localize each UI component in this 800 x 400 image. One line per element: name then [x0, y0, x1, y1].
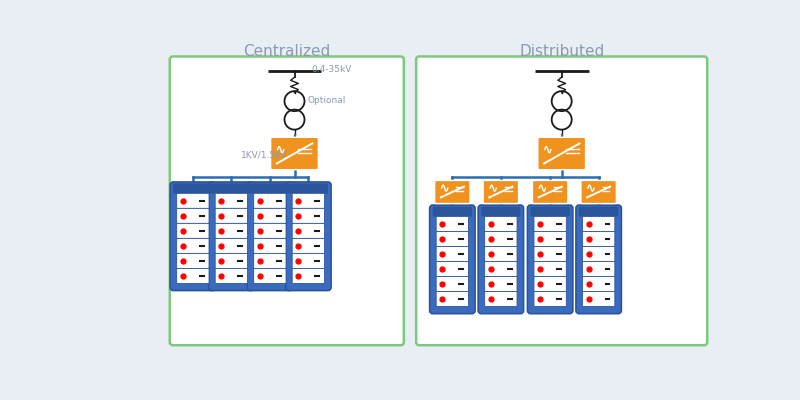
FancyBboxPatch shape [177, 253, 209, 268]
FancyBboxPatch shape [538, 137, 586, 170]
FancyBboxPatch shape [581, 180, 616, 204]
FancyBboxPatch shape [485, 276, 517, 292]
FancyBboxPatch shape [582, 262, 615, 276]
FancyBboxPatch shape [247, 182, 293, 290]
FancyBboxPatch shape [170, 56, 404, 345]
Text: 1KV/1.5KV: 1KV/1.5KV [241, 150, 288, 160]
FancyBboxPatch shape [579, 207, 618, 217]
FancyBboxPatch shape [433, 207, 472, 217]
FancyBboxPatch shape [436, 232, 469, 246]
FancyBboxPatch shape [478, 205, 523, 314]
FancyBboxPatch shape [436, 246, 469, 262]
FancyBboxPatch shape [215, 223, 247, 238]
FancyBboxPatch shape [177, 268, 209, 284]
FancyBboxPatch shape [582, 246, 615, 262]
FancyBboxPatch shape [177, 208, 209, 223]
FancyBboxPatch shape [254, 268, 286, 284]
FancyBboxPatch shape [292, 253, 325, 268]
FancyBboxPatch shape [292, 238, 325, 253]
Text: Centralized: Centralized [243, 44, 330, 59]
Text: Distributed: Distributed [519, 44, 604, 59]
FancyBboxPatch shape [434, 180, 470, 204]
FancyBboxPatch shape [436, 216, 469, 232]
FancyBboxPatch shape [436, 276, 469, 292]
FancyBboxPatch shape [483, 180, 518, 204]
FancyBboxPatch shape [292, 268, 325, 284]
FancyBboxPatch shape [416, 56, 707, 345]
FancyBboxPatch shape [485, 262, 517, 276]
FancyBboxPatch shape [215, 238, 247, 253]
FancyBboxPatch shape [250, 184, 290, 194]
FancyBboxPatch shape [289, 184, 328, 194]
FancyBboxPatch shape [534, 292, 566, 306]
FancyBboxPatch shape [582, 276, 615, 292]
FancyBboxPatch shape [436, 262, 469, 276]
FancyBboxPatch shape [209, 182, 254, 290]
FancyBboxPatch shape [485, 216, 517, 232]
FancyBboxPatch shape [485, 232, 517, 246]
Text: Optional: Optional [307, 96, 346, 105]
FancyBboxPatch shape [270, 137, 318, 170]
FancyBboxPatch shape [430, 205, 475, 314]
FancyBboxPatch shape [215, 253, 247, 268]
FancyBboxPatch shape [254, 253, 286, 268]
FancyBboxPatch shape [215, 193, 247, 208]
FancyBboxPatch shape [576, 205, 622, 314]
FancyBboxPatch shape [534, 216, 566, 232]
FancyBboxPatch shape [582, 292, 615, 306]
FancyBboxPatch shape [254, 193, 286, 208]
FancyBboxPatch shape [254, 238, 286, 253]
FancyBboxPatch shape [212, 184, 251, 194]
FancyBboxPatch shape [534, 276, 566, 292]
FancyBboxPatch shape [215, 268, 247, 284]
FancyBboxPatch shape [292, 223, 325, 238]
FancyBboxPatch shape [436, 292, 469, 306]
FancyBboxPatch shape [170, 182, 215, 290]
FancyBboxPatch shape [292, 208, 325, 223]
FancyBboxPatch shape [534, 246, 566, 262]
FancyBboxPatch shape [534, 262, 566, 276]
Text: 0.4-35kV: 0.4-35kV [311, 65, 352, 74]
FancyBboxPatch shape [254, 208, 286, 223]
FancyBboxPatch shape [174, 184, 213, 194]
FancyBboxPatch shape [534, 232, 566, 246]
FancyBboxPatch shape [527, 205, 573, 314]
FancyBboxPatch shape [485, 292, 517, 306]
FancyBboxPatch shape [482, 207, 521, 217]
FancyBboxPatch shape [177, 223, 209, 238]
FancyBboxPatch shape [533, 180, 568, 204]
FancyBboxPatch shape [286, 182, 331, 290]
FancyBboxPatch shape [582, 232, 615, 246]
FancyBboxPatch shape [254, 223, 286, 238]
FancyBboxPatch shape [582, 216, 615, 232]
FancyBboxPatch shape [292, 193, 325, 208]
FancyBboxPatch shape [530, 207, 570, 217]
FancyBboxPatch shape [177, 238, 209, 253]
FancyBboxPatch shape [177, 193, 209, 208]
FancyBboxPatch shape [215, 208, 247, 223]
FancyBboxPatch shape [485, 246, 517, 262]
